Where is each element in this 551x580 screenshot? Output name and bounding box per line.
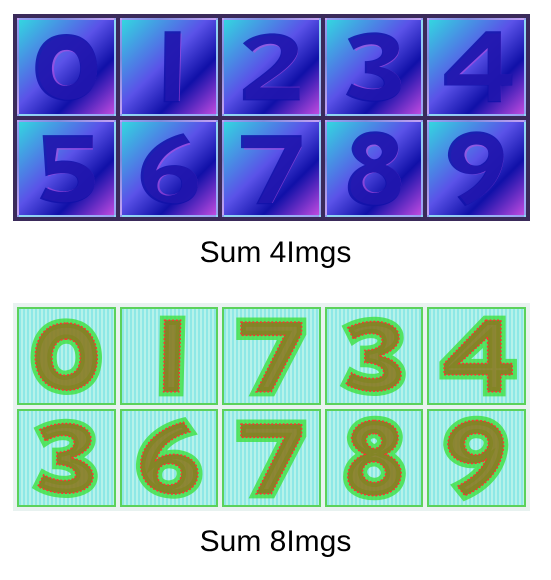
reconstructed-digit-3 [339,316,406,396]
reconstructed-digit-7 [241,134,302,204]
reconstructed-digit-6 [140,132,198,205]
reconstruction-tile-8imgs-9 [324,409,424,507]
reconstruction-tile-4imgs-2 [119,18,219,116]
reconstruction-tile-4imgs-10 [427,119,526,217]
reconstruction-tile-8imgs-5 [427,307,526,405]
reconstructed-digit-9 [448,130,505,206]
reconstruction-tile-4imgs-9 [324,119,424,217]
reconstructed-digit-4 [444,31,513,103]
reconstruction-tile-4imgs-3 [222,18,321,116]
reconstructed-digit-7 [236,317,307,397]
reconstruction-tile-4imgs-5 [427,18,526,116]
reconstructed-digit-2 [243,33,300,101]
reconstruction-tile-8imgs-10 [427,409,526,507]
caption-sum-8imgs: Sum 8Imgs [199,525,352,558]
reconstruction-grid-sum-8imgs [13,303,530,511]
reconstructed-digit-8 [342,415,406,501]
reconstruction-tile-8imgs-1 [17,307,116,405]
reconstructed-digit-1 [163,31,182,103]
reconstructed-digit-4 [439,315,518,397]
reconstructed-digit-0 [30,318,102,395]
reconstructed-digit-7 [236,419,307,499]
reconstructed-digit-6 [135,416,203,499]
reconstructed-digit-0 [35,34,98,101]
reconstruction-tile-4imgs-4 [324,18,424,116]
reconstruction-grid-sum-4imgs [13,14,530,221]
reconstructed-digit-9 [443,415,509,502]
reconstruction-tile-8imgs-2 [119,307,219,405]
reconstructed-digit-8 [347,130,401,206]
reconstruction-tile-8imgs-6 [17,409,116,507]
reconstructed-digit-1 [158,315,186,397]
reconstruction-tile-4imgs-6 [17,119,116,217]
reconstruction-tile-8imgs-7 [119,409,219,507]
reconstruction-tile-8imgs-3 [222,307,321,405]
reconstructed-digit-3 [345,32,401,102]
reconstruction-tile-4imgs-8 [222,119,321,217]
reconstruction-tile-8imgs-8 [222,409,321,507]
reconstruction-tile-4imgs-1 [17,18,116,116]
caption-sum-4imgs: Sum 4Imgs [199,236,352,269]
reconstructed-digit-5 [39,134,95,204]
reconstructed-digit-3 [31,418,98,498]
reconstruction-tile-4imgs-7 [119,119,219,217]
reconstruction-tile-8imgs-4 [324,307,424,405]
